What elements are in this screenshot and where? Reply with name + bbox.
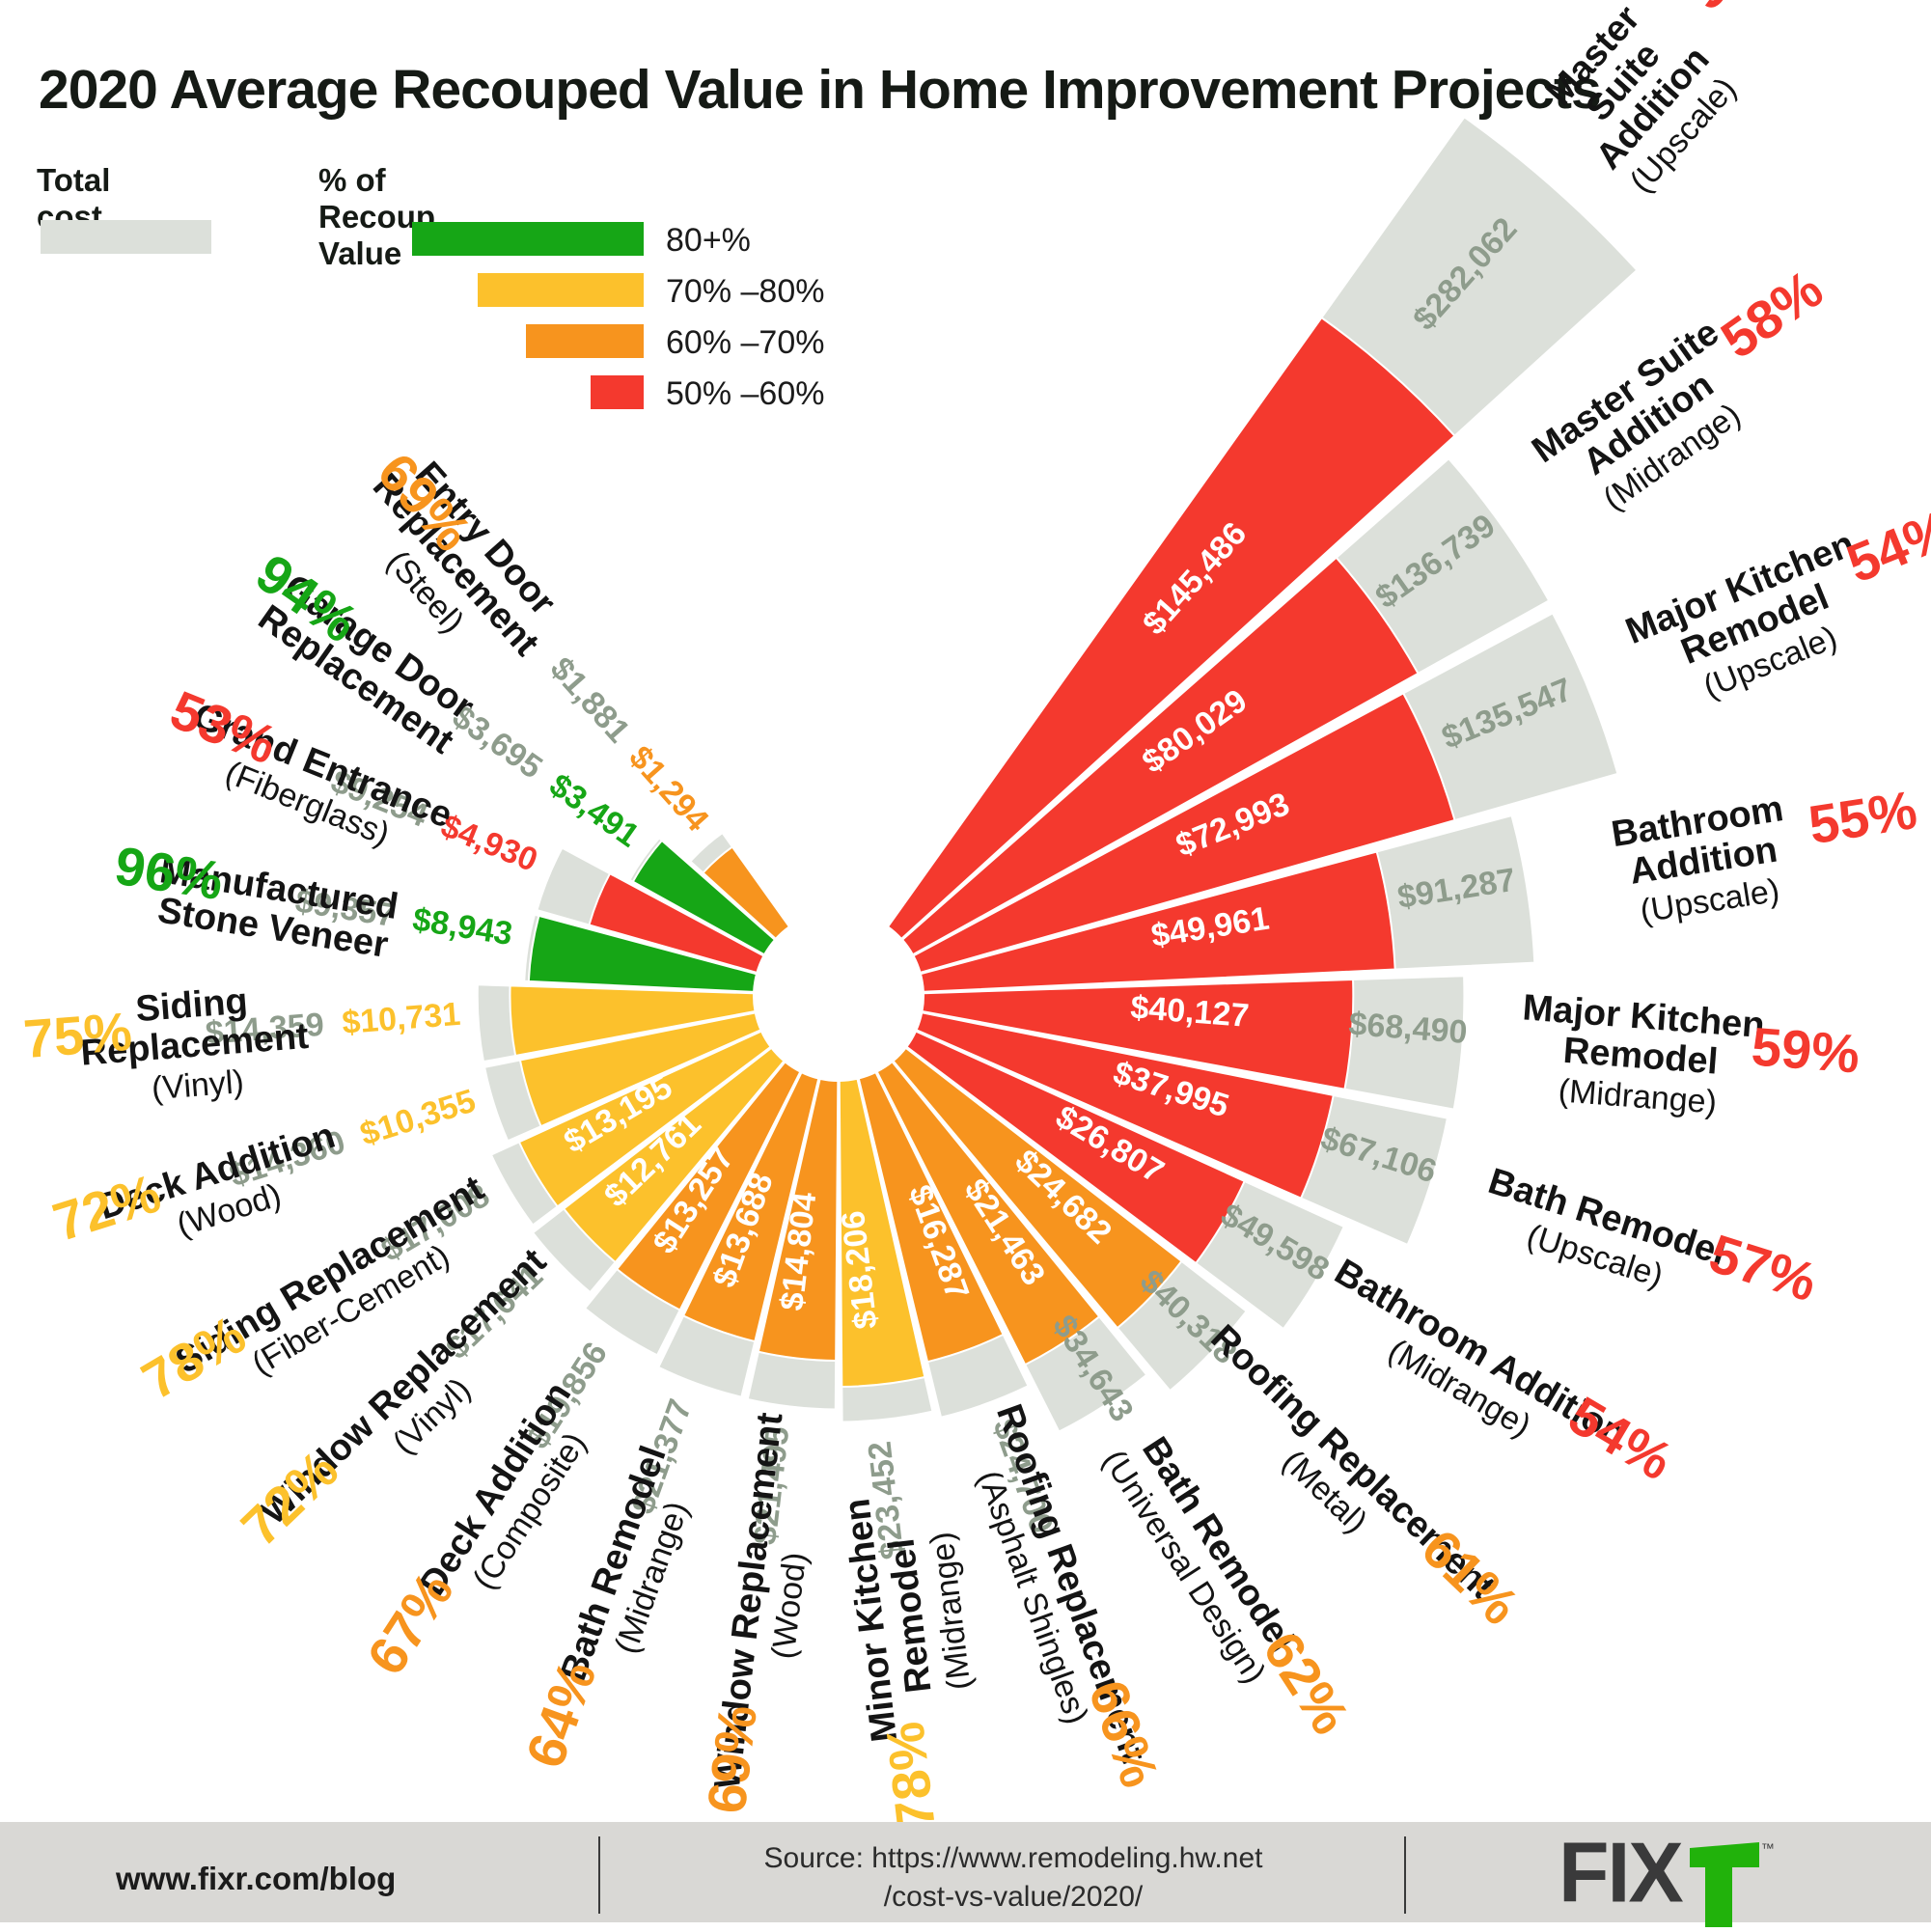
footer-blog-url: www.fixr.com/blog (116, 1861, 397, 1896)
recoup-percent-label-18: 96% (111, 835, 227, 911)
wedge-recoup-3 (919, 850, 1396, 993)
wedge-recoup-1 (900, 556, 1420, 956)
recoup-percent-label-5: 57% (1702, 1223, 1824, 1313)
legend-row-70-80: 70% –80% (412, 273, 1310, 310)
legend-bar-50-60 (591, 375, 644, 409)
wedge-recoup-13 (615, 1060, 802, 1311)
recoup-percent-label-9: 66% (1077, 1672, 1171, 1795)
footer-divider-left (598, 1836, 600, 1914)
project-name-0: MasterSuiteAddition(Upscale) (1530, 0, 1747, 203)
wedge-recoup-4 (921, 978, 1355, 1090)
project-name-3: BathroomAddition(Upscale) (1609, 788, 1798, 932)
footer-source-line2: /cost-vs-value/2020/ (883, 1881, 1144, 1913)
project-name-10: Minor KitchenRemodel(Midrange) (837, 1487, 982, 1744)
legend-row-60-70: 60% –70% (412, 324, 1310, 361)
legend-bar-80plus (412, 222, 644, 256)
recoup-percent-label-19: 53% (162, 678, 286, 775)
wedge-recoup-14 (562, 1046, 786, 1264)
wedge-recoup-2 (912, 691, 1456, 975)
wedge-recoup-5 (915, 1011, 1335, 1200)
wedge-recoup-16 (518, 1011, 762, 1128)
recoup-percent-label-12: 64% (514, 1653, 608, 1776)
legend-bar-70-80 (478, 273, 644, 307)
wedge-recoup-21 (702, 845, 791, 941)
wedge-recoup-10 (838, 1077, 926, 1389)
wedge-recoup-6 (905, 1030, 1246, 1265)
footer-divider-right (1404, 1836, 1406, 1914)
recoup-value-legend-label: % of Recoup Value (318, 162, 436, 271)
legend-row-50-60: 50% –60% (412, 375, 1310, 412)
recoup-percent-label-10: 78% (873, 1719, 946, 1834)
recoup-percent-label-3: 55% (1805, 779, 1920, 856)
footer-source-line1: Source: https://www.remodeling.hw.net (763, 1842, 1263, 1874)
legend-label-50-60: 50% –60% (666, 375, 825, 412)
wedge-recoup-17 (509, 984, 757, 1058)
fixr-logo-text: FIX (1559, 1826, 1684, 1920)
cost-and-recoup-label-17: $14,359 $10,731 (205, 996, 462, 1052)
wedge-recoup-20 (631, 839, 777, 956)
recoup-percent-label-17: 75% (21, 1001, 134, 1069)
legend-label-60-70: 60% –70% (666, 324, 825, 361)
recoup-percent-label-11: 69% (696, 1702, 768, 1817)
project-name-4: Major KitchenRemodel(Midrange) (1515, 987, 1766, 1124)
wedge-recoup-18 (527, 914, 759, 993)
wedge-recoup-12 (681, 1070, 820, 1343)
wedge-recoup-19 (588, 871, 765, 975)
recoup-percent-label-2: 54% (1838, 497, 1931, 593)
fixr-logo-trademark: ™ (1760, 1840, 1775, 1856)
project-name-17: SidingReplacement(Vinyl) (76, 977, 314, 1113)
wedge-recoup-9 (857, 1070, 1005, 1364)
recoup-percent-label-16: 72% (46, 1162, 168, 1253)
legend-label-80plus: 80+% (666, 222, 751, 259)
wedge-recoup-11 (757, 1077, 840, 1363)
wedge-recoup-8 (875, 1060, 1101, 1366)
page-title: 2020 Average Recouped Value in Home Impr… (39, 59, 1602, 122)
wedge-recoup-7 (892, 1046, 1183, 1330)
fixr-logo: FIX ™ (1559, 1826, 1775, 1932)
project-name-12: Bath Remodel(Midrange) (553, 1441, 711, 1699)
legend-bar-60-70 (526, 324, 644, 358)
wedge-recoup-15 (517, 1030, 772, 1208)
project-name-5: Bath Remodel(Upscale) (1472, 1161, 1730, 1311)
legend-row-80plus: 80+% (412, 222, 1310, 259)
legend-label-70-80: 70% –80% (666, 273, 825, 310)
footer-band (0, 1822, 1931, 1922)
recoup-percent-label-4: 59% (1750, 1015, 1862, 1084)
wedge-recoup-0 (886, 316, 1456, 941)
fixr-logo-r-flag-icon (1688, 1842, 1761, 1932)
recoup-percent-label-0: 52% (1674, 0, 1792, 20)
recoup-value-label-4: $40,127 (1129, 989, 1250, 1035)
total-cost-label-4: $68,490 (1347, 1006, 1468, 1051)
footer-source: Source: https://www.remodeling.hw.net /c… (676, 1839, 1351, 1917)
total-cost-swatch (41, 220, 211, 254)
recoup-percent-label-1: 58% (1710, 258, 1834, 370)
